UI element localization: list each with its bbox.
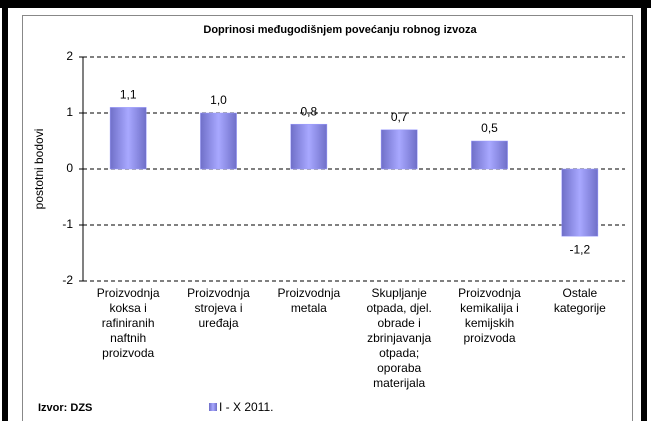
chart-title: Doprinosi međugodišnjem povećanju robnog… bbox=[203, 24, 477, 36]
legend-label: I - X 2011. bbox=[219, 400, 273, 414]
x-tick-label: Proizvodnja strojeva i uređaja bbox=[187, 286, 250, 330]
bar bbox=[561, 168, 599, 237]
bar bbox=[200, 112, 237, 170]
x-tick-label: Proizvodnja metala bbox=[277, 286, 341, 315]
right-border bbox=[641, 0, 647, 421]
left-border bbox=[2, 0, 8, 421]
x-tick-label: Ostale kategorije bbox=[553, 286, 606, 315]
bar bbox=[471, 140, 508, 170]
chart-frame bbox=[22, 15, 633, 421]
data-label: 1,1 bbox=[120, 88, 137, 102]
data-label: 0,8 bbox=[300, 104, 317, 118]
bar bbox=[290, 123, 328, 170]
y-axis-label: postotni bodovi bbox=[32, 129, 46, 210]
data-label: -1,2 bbox=[569, 242, 590, 256]
bar bbox=[380, 129, 418, 170]
top-bar bbox=[0, 0, 651, 8]
data-label: 0,7 bbox=[391, 110, 408, 124]
y-tick-label: -2 bbox=[62, 273, 73, 287]
data-label: 0,5 bbox=[481, 121, 498, 135]
bar bbox=[109, 107, 147, 170]
y-tick-label: 2 bbox=[66, 49, 73, 63]
x-tick-label: Proizvodnja koksa i rafiniranih naftnih … bbox=[96, 286, 160, 360]
y-tick-label: 1 bbox=[66, 105, 73, 119]
legend-swatch bbox=[209, 403, 217, 411]
x-tick-label: Skupljanje otpada, djel. obrade i zbrinj… bbox=[366, 286, 432, 390]
y-tick-label: -1 bbox=[62, 217, 73, 231]
source: Izvor: DZS bbox=[38, 402, 92, 414]
y-tick-label: 0 bbox=[66, 161, 73, 175]
x-tick-label: Proizvodnja kemikalija i kemijskih proiz… bbox=[458, 286, 521, 345]
data-label: 1,0 bbox=[210, 93, 227, 107]
